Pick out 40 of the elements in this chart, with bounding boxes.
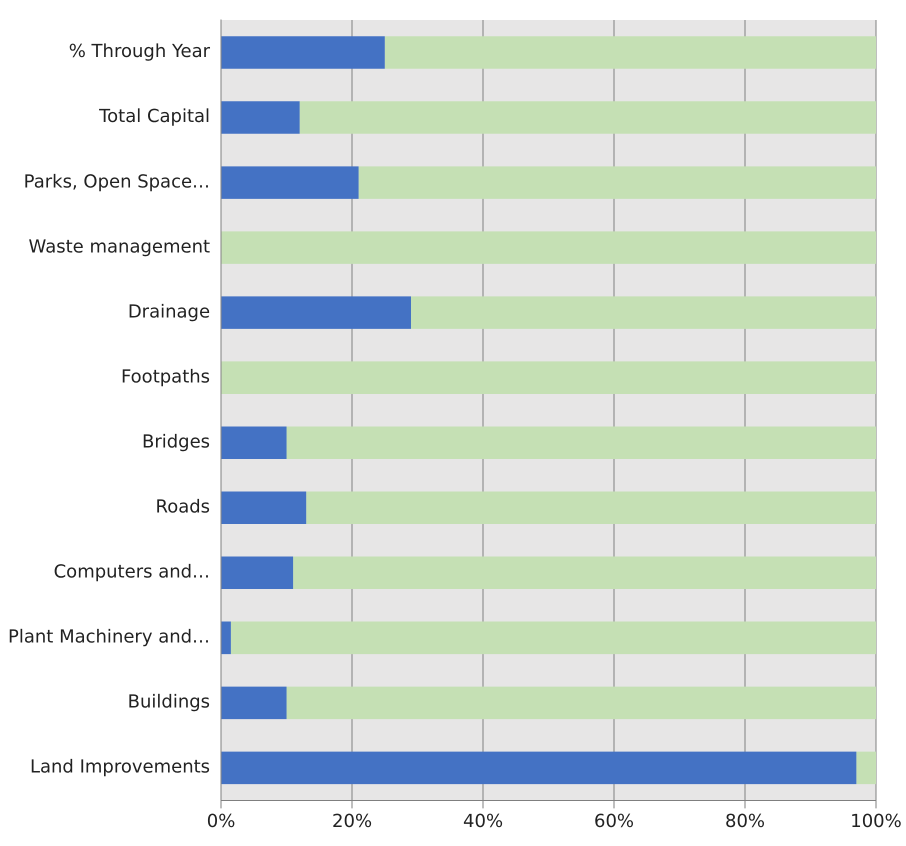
bar bbox=[286, 686, 876, 720]
x-tick-label: 100% bbox=[850, 810, 902, 832]
bar bbox=[286, 426, 876, 459]
y-tick-label: Total Capital bbox=[98, 106, 210, 128]
bar bbox=[300, 101, 876, 134]
bar bbox=[222, 686, 287, 720]
bar bbox=[222, 36, 385, 69]
y-tick-label: Roads bbox=[156, 496, 210, 518]
x-tick-label: 40% bbox=[463, 810, 504, 832]
bar bbox=[384, 36, 876, 69]
y-tick-label: Buildings bbox=[128, 692, 210, 713]
bar bbox=[222, 101, 300, 134]
bar bbox=[222, 166, 359, 199]
bar bbox=[222, 361, 876, 394]
bar bbox=[222, 622, 231, 654]
bar bbox=[222, 231, 876, 264]
bar bbox=[222, 426, 287, 459]
bar bbox=[222, 752, 856, 784]
bar bbox=[222, 296, 411, 329]
bar bbox=[293, 556, 876, 590]
y-tick-label: Drainage bbox=[128, 301, 210, 322]
y-tick-label: Computers and… bbox=[54, 561, 210, 582]
bar bbox=[410, 296, 876, 329]
bar bbox=[222, 491, 306, 524]
y-tick-label: Footpaths bbox=[120, 366, 210, 388]
y-tick-label: Land Improvements bbox=[30, 756, 210, 778]
x-tick-label: 60% bbox=[594, 810, 634, 832]
y-tick-label: Waste management bbox=[28, 236, 210, 258]
y-tick-label: Parks, Open Space… bbox=[24, 171, 210, 192]
bar bbox=[358, 166, 876, 199]
bar bbox=[222, 556, 294, 590]
x-tick-label: 0% bbox=[206, 810, 236, 832]
x-tick-label: 20% bbox=[332, 810, 372, 832]
y-tick-label: Bridges bbox=[142, 431, 210, 452]
bar bbox=[306, 491, 876, 524]
y-tick-label: % Through Year bbox=[68, 41, 211, 62]
x-tick-label: 80% bbox=[725, 810, 766, 832]
bar bbox=[230, 622, 876, 654]
y-tick-label: Plant Machinery and… bbox=[8, 626, 210, 648]
bar bbox=[856, 752, 876, 784]
